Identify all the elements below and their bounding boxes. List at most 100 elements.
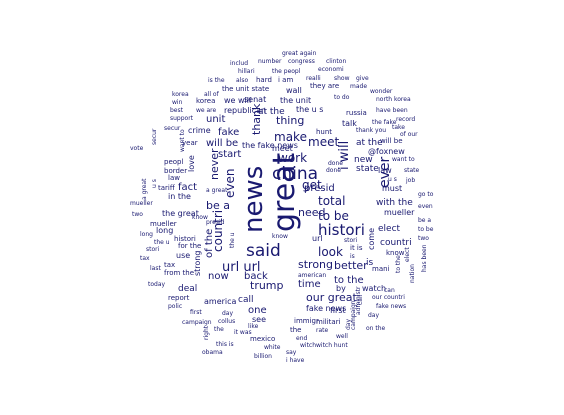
word-talk: take	[392, 124, 405, 131]
word-in-the: to be	[318, 209, 349, 223]
word-honor-to: korea	[172, 91, 189, 98]
word-by: to the	[395, 255, 402, 273]
word-the-democrat: deal	[178, 284, 197, 294]
word-elect: countri	[380, 238, 412, 248]
word-witch: campaign	[350, 300, 357, 330]
word-congress: congress	[288, 58, 315, 65]
word-cut: done	[326, 167, 341, 174]
word-republican: unit	[206, 114, 225, 125]
word-the-vert: ever	[377, 156, 393, 188]
word-need: tax	[164, 261, 175, 269]
word-includ: includ	[230, 60, 248, 67]
word-trump: trump	[250, 279, 284, 292]
word-togeth: billion	[254, 353, 272, 360]
word-today: now	[208, 271, 229, 282]
word-of-the: said	[246, 241, 281, 261]
word-with-the: mueller	[150, 220, 177, 228]
word-fact: even	[418, 203, 433, 210]
word-has-been: nation	[409, 264, 416, 283]
word-forward: on the	[366, 325, 386, 332]
word-the-unit-state: the unit state	[222, 85, 269, 93]
word-stori: know	[272, 233, 288, 240]
word-fake: make	[274, 130, 307, 144]
word-is-a: the fake news	[242, 141, 298, 150]
word-support: secur	[151, 128, 158, 145]
word-administr: fake news	[376, 303, 406, 310]
word-militari: like	[248, 323, 259, 330]
word-news: countri	[211, 210, 225, 252]
word-secur: crime	[188, 126, 211, 135]
word-big: thank	[250, 103, 263, 135]
word-immigr: day	[368, 312, 379, 319]
word-mani: better	[334, 259, 368, 272]
word-the-fake-news: u s	[151, 179, 158, 188]
word-to-the: back	[244, 271, 268, 282]
word-a-great: with the	[376, 198, 413, 208]
word-right: right	[203, 325, 210, 340]
word-america: our great	[306, 291, 357, 304]
word-one: fake news	[306, 304, 346, 313]
word-illegal: day	[345, 319, 352, 330]
word-great: news	[239, 166, 269, 233]
word-dem: watch	[362, 284, 386, 293]
word-law: tariff	[158, 184, 175, 192]
word-win: we will	[224, 96, 251, 105]
word-i-have: say	[286, 349, 297, 356]
word-north: stori	[344, 237, 358, 244]
word-nation: is	[366, 258, 374, 268]
word-peopl: china	[272, 164, 318, 184]
word-that-the: can	[384, 287, 395, 294]
word-they-are: they are	[310, 82, 339, 90]
word-stop: polic	[168, 303, 182, 310]
word-thank: i will	[337, 141, 352, 170]
word-tax: it is	[350, 244, 363, 252]
word-know: the u	[229, 232, 236, 248]
word-dollar: want to	[392, 156, 415, 163]
word-the-great: elect	[404, 247, 411, 262]
word-watch: today	[148, 281, 166, 288]
word-honor: we are	[196, 107, 217, 114]
word-want: fake	[218, 127, 239, 138]
word-all-of: all of	[204, 91, 220, 98]
word-we-have: vote	[130, 145, 144, 152]
word-strong: from the	[164, 269, 194, 277]
word-to-do: win	[172, 99, 183, 106]
word-hunt: the fake	[372, 119, 397, 126]
word-is-the: is the	[208, 77, 225, 84]
word-histori: histori	[174, 235, 196, 243]
word-collus: collus	[218, 318, 235, 325]
word-done: law	[378, 166, 392, 175]
word-meet: border	[164, 167, 187, 175]
word-unit: hunt	[316, 128, 332, 136]
word-s: need	[298, 206, 326, 219]
word-economi: economi	[318, 66, 344, 73]
word-url: great	[267, 152, 302, 232]
word-hillari: hillari	[238, 68, 255, 75]
word-total: elect	[378, 224, 401, 234]
word-from-the: has been	[421, 244, 428, 272]
word-campaign: it was	[234, 329, 252, 336]
word-at-the: new	[354, 155, 373, 165]
word-back: strong	[193, 251, 202, 276]
word-crime: talk	[342, 119, 357, 128]
word-fbi: done	[328, 160, 343, 167]
word-on-the: see	[252, 315, 266, 324]
word-see: militari	[316, 318, 341, 326]
word-of-our: secur	[164, 125, 181, 132]
word-give: give	[356, 75, 369, 82]
word-border: get	[302, 178, 322, 192]
word-much: will be	[206, 138, 238, 149]
word-it-is: use	[176, 251, 190, 260]
word-make: start	[218, 149, 241, 160]
word-get: be a	[206, 199, 230, 212]
word-like: immigr	[294, 317, 319, 325]
word-a-veri: best	[170, 107, 184, 114]
word-make-america: i have	[286, 357, 305, 364]
word-the-u-s: the u s	[296, 105, 323, 114]
word-say: witch	[300, 342, 316, 349]
word-we-are: republican	[224, 106, 266, 115]
word-obama: witch hunt	[316, 342, 348, 349]
word-i-am: i am	[278, 76, 293, 84]
word-america-great: obama	[202, 349, 223, 356]
word-last: last	[150, 265, 161, 272]
